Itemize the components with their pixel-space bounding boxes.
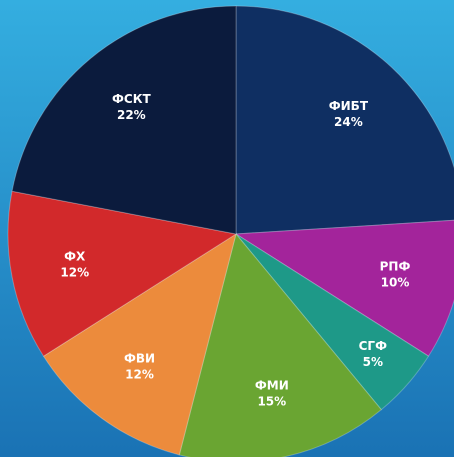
slice-name: ФХ: [64, 249, 86, 263]
slice: [234, 219, 454, 357]
slice-value: 12%: [125, 367, 154, 381]
slice-name: СГФ: [359, 339, 387, 353]
slice-value: 12%: [60, 265, 89, 279]
slice: [7, 190, 238, 357]
slice-name: ФИБТ: [329, 99, 369, 113]
slice-value: 5%: [363, 355, 383, 369]
slice-value: 10%: [381, 275, 410, 289]
pie: [7, 5, 454, 457]
slice: [235, 5, 454, 235]
slice-name: ФВИ: [124, 351, 155, 365]
slice-name: РПФ: [380, 259, 411, 273]
slice-value: 22%: [117, 108, 146, 122]
slice: [11, 5, 237, 235]
slice: [42, 232, 237, 456]
labels: ФИБТ 24% РПФ 10% СГФ 5% ФМИ 15% ФВИ 12% ФХ 12% ФСКТ 2…: [60, 92, 410, 409]
slice-name: ФСКТ: [112, 92, 152, 106]
slice: [235, 233, 430, 411]
slice-value: 24%: [334, 115, 363, 129]
slice-name: ФМИ: [255, 379, 289, 393]
slice-value: 15%: [257, 395, 286, 409]
